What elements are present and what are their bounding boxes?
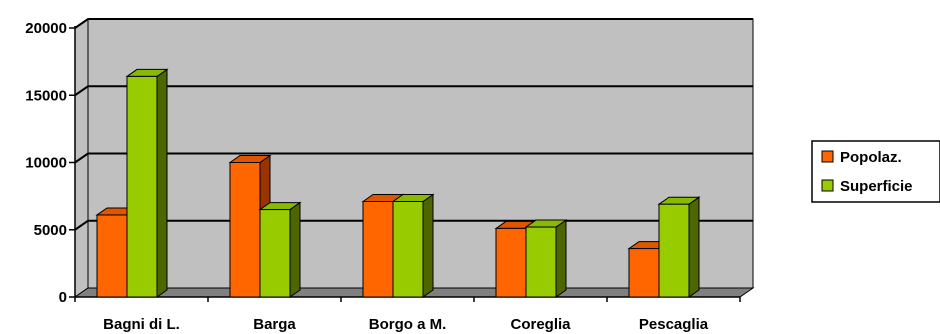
bar-front bbox=[96, 214, 128, 298]
bar-front bbox=[495, 227, 527, 298]
bar-side bbox=[156, 68, 168, 298]
bar-front bbox=[126, 75, 158, 298]
gridline bbox=[74, 219, 753, 231]
legend-swatch-popolaz bbox=[821, 150, 834, 163]
gridline bbox=[74, 152, 753, 164]
y-tick-label: 5000 bbox=[34, 222, 67, 239]
x-category-label: Borgo a M. bbox=[369, 316, 447, 333]
bar-superficie bbox=[391, 193, 435, 298]
x-category-label: Coreglia bbox=[510, 316, 571, 333]
bar-front bbox=[259, 209, 291, 298]
gridlines bbox=[74, 18, 753, 231]
gridline bbox=[74, 18, 753, 29]
bar-superficie bbox=[258, 201, 302, 298]
y-axis-tick-labels: 0 5000 10000 15000 20000 bbox=[25, 20, 67, 306]
bar-superficie bbox=[125, 68, 169, 298]
x-category-label: Pescaglia bbox=[639, 316, 709, 333]
x-category-label: Bagni di L. bbox=[103, 316, 180, 333]
bar-front bbox=[362, 201, 394, 298]
legend-swatch-superficie bbox=[821, 179, 834, 192]
y-tick-label: 15000 bbox=[25, 87, 67, 104]
gridline bbox=[74, 85, 753, 97]
bar-side bbox=[422, 193, 434, 298]
x-category-label: Barga bbox=[253, 316, 296, 333]
bar-superficie bbox=[657, 196, 701, 298]
bar-front bbox=[658, 203, 690, 298]
bar-side bbox=[289, 201, 301, 298]
bar-front bbox=[525, 226, 557, 298]
bars bbox=[95, 68, 701, 298]
bar-front bbox=[229, 162, 261, 298]
y-tick-label: 0 bbox=[59, 289, 67, 306]
bar-front bbox=[392, 201, 424, 298]
legend-label-superficie: Superficie bbox=[840, 178, 913, 195]
y-tick-label: 20000 bbox=[25, 20, 67, 37]
bar-superficie bbox=[524, 219, 568, 298]
bar-side bbox=[555, 219, 567, 298]
legend: Popolaz. Superficie bbox=[811, 140, 940, 203]
bar-front bbox=[628, 248, 660, 298]
legend-label-popolaz: Popolaz. bbox=[840, 149, 902, 166]
x-axis-category-labels: Bagni di L. Barga Borgo a M. Coreglia Pescag… bbox=[103, 316, 709, 333]
y-tick-label: 10000 bbox=[25, 155, 67, 172]
bar-side bbox=[688, 196, 700, 298]
